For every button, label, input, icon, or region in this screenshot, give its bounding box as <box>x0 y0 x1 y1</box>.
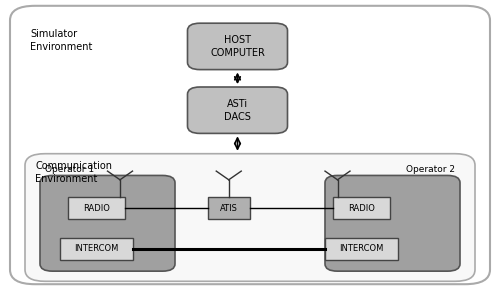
Text: INTERCOM: INTERCOM <box>339 244 384 253</box>
Text: ASTi
DACS: ASTi DACS <box>224 99 251 122</box>
Text: Communication
Environment: Communication Environment <box>35 161 112 184</box>
FancyBboxPatch shape <box>60 238 132 260</box>
Text: ATIS: ATIS <box>220 204 238 213</box>
Text: Operator 2: Operator 2 <box>406 165 455 174</box>
Text: Operator 1: Operator 1 <box>45 165 94 174</box>
FancyBboxPatch shape <box>10 6 490 284</box>
Text: RADIO: RADIO <box>83 204 110 213</box>
FancyBboxPatch shape <box>68 197 125 219</box>
Text: RADIO: RADIO <box>348 204 374 213</box>
FancyBboxPatch shape <box>325 238 398 260</box>
FancyBboxPatch shape <box>40 175 175 271</box>
Text: Simulator
Environment: Simulator Environment <box>30 29 92 52</box>
Text: HOST
COMPUTER: HOST COMPUTER <box>210 35 265 58</box>
FancyBboxPatch shape <box>25 154 475 281</box>
FancyBboxPatch shape <box>332 197 390 219</box>
FancyBboxPatch shape <box>188 23 288 70</box>
FancyBboxPatch shape <box>188 87 288 133</box>
FancyBboxPatch shape <box>208 197 250 219</box>
Text: INTERCOM: INTERCOM <box>74 244 118 253</box>
FancyBboxPatch shape <box>325 175 460 271</box>
